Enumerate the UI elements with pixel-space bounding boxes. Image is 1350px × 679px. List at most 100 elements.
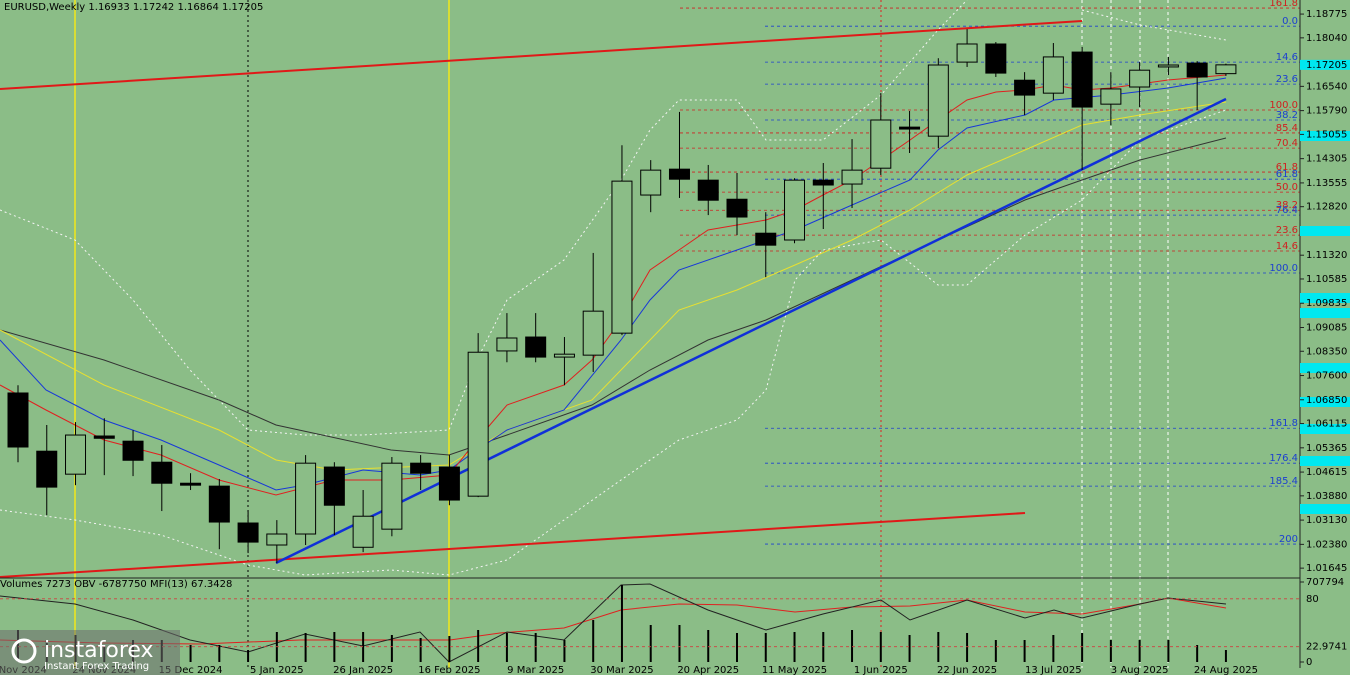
candle-body xyxy=(1129,69,1151,88)
y-tick-label: 1.09835 xyxy=(1306,298,1347,309)
x-tick-label: 11 May 2025 xyxy=(762,665,827,675)
candle-body xyxy=(726,198,748,218)
candle-body xyxy=(899,126,921,130)
candle-body xyxy=(65,434,87,475)
y-tick-label: 1.18775 xyxy=(1306,9,1347,20)
y-tick-label: 1.05365 xyxy=(1306,443,1347,454)
x-tick-label: 3 Aug 2025 xyxy=(1111,665,1169,675)
candle-body xyxy=(553,353,575,358)
y-tick-label: 1.02380 xyxy=(1306,539,1347,550)
candle-body xyxy=(323,466,345,506)
candle-body xyxy=(1215,64,1237,75)
candle-body xyxy=(93,435,115,439)
y-tick-label: 1.18040 xyxy=(1306,33,1347,44)
candle-body xyxy=(151,461,173,484)
watermark-box xyxy=(0,630,180,675)
level-label: 85.4 xyxy=(1276,123,1298,134)
candle-body xyxy=(927,64,949,137)
fib-levels: 161.8 100.0 85.4 70.4 61.8 50.0 38.2 23.6 14.6 0.… xyxy=(680,0,1300,545)
candle-body xyxy=(7,392,29,448)
level-label: 176.4 xyxy=(1269,453,1298,464)
y-tick-label: 1.03880 xyxy=(1306,491,1347,502)
candle-body xyxy=(611,180,633,334)
x-tick-label: 24 Aug 2025 xyxy=(1194,665,1258,675)
level-label: 200 xyxy=(1279,534,1298,545)
y-tick-label: 1.06850 xyxy=(1306,395,1347,406)
candle-body xyxy=(438,466,460,501)
candle-body xyxy=(180,482,202,486)
watermark-subtitle: Instant Forex Trading xyxy=(44,661,149,672)
candle-body xyxy=(36,450,58,488)
x-tick-label: 16 Feb 2025 xyxy=(418,665,480,675)
level-label: 70.4 xyxy=(1276,138,1298,149)
trend-line xyxy=(275,97,1227,565)
level-label: 61.8 xyxy=(1276,162,1298,173)
watermark: instaforex xyxy=(44,638,154,663)
axis: 1.18775 1.18040 1.16540 1.15790 1.15055 1.143… xyxy=(0,9,1350,676)
y-tick-label: 1.13555 xyxy=(1306,178,1347,189)
y-tick-label: 1.10585 xyxy=(1306,274,1347,285)
x-tick-label: 1 Jun 2025 xyxy=(854,665,908,675)
y-tick-label: 1.11320 xyxy=(1306,250,1347,261)
x-tick-label: 13 Jul 2025 xyxy=(1025,665,1082,675)
candle-body xyxy=(668,168,690,180)
level-label: 38.2 xyxy=(1276,200,1298,211)
level-label: 23.6 xyxy=(1276,74,1298,85)
channel-line xyxy=(0,20,1083,90)
level-label: 100.0 xyxy=(1269,100,1298,111)
candle-body xyxy=(496,337,518,352)
level-label: 76.4 xyxy=(1276,205,1298,216)
band-upper xyxy=(0,0,968,436)
candle-body xyxy=(352,515,374,548)
candle-body xyxy=(1071,51,1093,108)
candle-body xyxy=(208,485,230,523)
x-tick-label: 20 Apr 2025 xyxy=(677,665,739,675)
y-tick-label: 1.03130 xyxy=(1306,515,1347,526)
candle-body xyxy=(122,440,144,461)
candle-body xyxy=(755,232,777,246)
price-tag-label: 1.17205 xyxy=(1306,60,1347,71)
candle-body xyxy=(1157,64,1179,68)
x-tick-label: 22 Jun 2025 xyxy=(937,665,997,675)
level-label: 14.6 xyxy=(1276,241,1298,252)
pane-title: Volumes 7273 OBV -6787750 MFI(13) 67.342… xyxy=(0,579,232,590)
mfi-line xyxy=(0,597,1227,645)
x-tick-label: 26 Jan 2025 xyxy=(333,665,393,675)
level-label: 61.8 xyxy=(1276,169,1298,180)
level-label: 100.0 xyxy=(1269,263,1298,274)
level-label: 161.8 xyxy=(1269,418,1298,429)
candle-body xyxy=(812,179,834,186)
y-tick-label: 1.01645 xyxy=(1306,563,1347,574)
candle-body xyxy=(640,169,662,196)
candle-body xyxy=(381,462,403,530)
candle-body xyxy=(870,119,892,169)
candle-body xyxy=(1100,88,1122,105)
level-label: 50.0 xyxy=(1276,182,1298,193)
candle-body xyxy=(467,351,489,497)
level-label: 38.2 xyxy=(1276,110,1298,121)
price-tag xyxy=(1300,59,1350,70)
candle-body xyxy=(237,522,259,543)
candle-body xyxy=(410,462,432,474)
candle-body xyxy=(266,533,288,546)
candle-body xyxy=(525,336,547,358)
mfi-tick-label: 22.9741 xyxy=(1306,642,1347,653)
channel-line xyxy=(0,512,1026,578)
x-tick-label: 15 Dec 2024 xyxy=(159,665,223,675)
level-label: 185.4 xyxy=(1269,476,1298,487)
y-tick-label: 1.06115 xyxy=(1306,419,1347,430)
moving-average xyxy=(0,77,1227,491)
level-label: 161.8 xyxy=(1269,0,1298,9)
price-tags xyxy=(1300,131,1350,514)
y-tick-label: 1.09085 xyxy=(1306,322,1347,333)
moving-average xyxy=(0,101,1227,471)
candle-body xyxy=(784,179,806,241)
moving-average xyxy=(0,137,1227,456)
chart-title: EURUSD,Weekly 1.16933 1.17242 1.16864 1.… xyxy=(4,2,263,13)
mfi-tick-label: 80 xyxy=(1306,594,1319,605)
level-label: 14.6 xyxy=(1276,52,1298,63)
candle-body xyxy=(1014,79,1036,96)
y-tick-label: 1.07600 xyxy=(1306,371,1347,382)
candle-body xyxy=(1186,62,1208,78)
